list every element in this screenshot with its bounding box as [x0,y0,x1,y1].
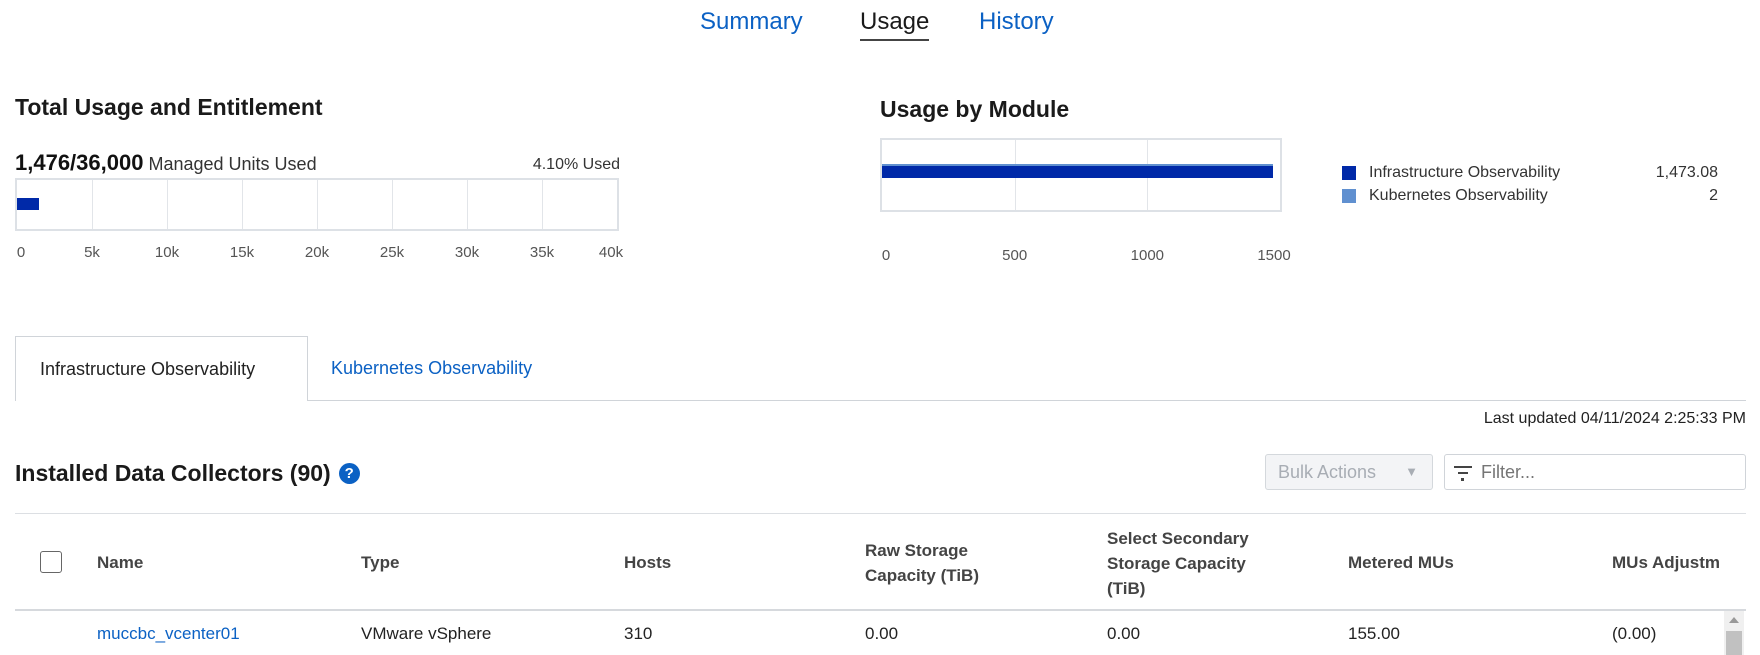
collectors-title: Installed Data Collectors (90) [15,460,331,486]
total-tick-label: 10k [154,244,180,261]
filter-box[interactable] [1444,454,1746,490]
collectors-header: Installed Data Collectors (90) ? [15,460,360,487]
module-tick-label: 0 [881,247,891,264]
scrollbar[interactable] [1724,611,1744,655]
total-tick-label: 5k [84,244,100,261]
total-tick-label: 0 [16,244,26,261]
col-hosts[interactable]: Hosts [624,553,672,572]
legend-label-infrastructure: Infrastructure Observability [1369,164,1561,181]
total-usage-chart [15,178,619,231]
col-secondary-storage[interactable]: Select Secondary Storage Capacity (TiB) [1107,529,1249,598]
legend-label-kubernetes: Kubernetes Observability [1369,187,1548,204]
tab-kubernetes-observability[interactable]: Kubernetes Observability [331,358,533,378]
cell-hosts: 310 [624,624,653,643]
bulk-actions-label: Bulk Actions [1278,462,1377,482]
total-tick-label: 40k [598,244,624,261]
total-tick-label: 30k [454,244,480,261]
scroll-up-icon[interactable] [1729,617,1739,623]
legend-value-infrastructure: 1,473.08 [1655,164,1718,181]
total-tick-label: 25k [379,244,405,261]
cell-type: VMware vSphere [361,624,492,643]
tab-history[interactable]: History [979,8,1054,35]
collector-name-link[interactable]: muccbc_vcenter01 [97,624,240,643]
tabs-divider [15,400,1746,401]
percent-used: 4.10% Used [532,156,620,173]
total-usage-title: Total Usage and Entitlement [15,94,323,120]
bulk-actions-button[interactable]: Bulk Actions ▼ [1265,454,1433,490]
module-bar-infrastructure [882,166,1273,178]
col-raw-storage[interactable]: Raw Storage Capacity (TiB) [865,541,979,585]
total-gridline [467,180,468,229]
module-tick-label: 1000 [1130,247,1165,264]
total-tick-label: 15k [229,244,255,261]
table-top-divider [15,513,1746,514]
cell-metered-mus: 155.00 [1348,624,1400,643]
caret-down-icon: ▼ [1405,464,1418,479]
module-tick-label: 500 [1002,247,1028,264]
total-gridline [317,180,318,229]
usage-by-module-chart [880,138,1282,212]
legend-value-kubernetes: 2 [1709,187,1718,204]
legend-swatch-kubernetes [1342,189,1356,203]
col-name[interactable]: Name [97,553,144,572]
help-icon[interactable]: ? [338,463,360,484]
total-usage-bar [17,198,40,210]
used-value: 1,476/36,000 [15,150,144,175]
table-header-divider [15,609,1746,611]
last-updated: Last updated 04/11/2024 2:25:33 PM [1483,410,1746,427]
tab-summary[interactable]: Summary [700,8,803,35]
total-gridline [392,180,393,229]
legend-swatch-infrastructure [1342,166,1356,180]
used-label: Managed Units Used [148,154,317,174]
usage-by-module-title: Usage by Module [880,96,1070,122]
total-gridline [542,180,543,229]
filter-input[interactable] [1481,459,1736,485]
cell-mus-adjustment: (0.00) [1612,624,1657,643]
tab-usage[interactable]: Usage [860,8,930,41]
select-all-checkbox[interactable] [40,551,62,573]
used-summary: 1,476/36,000 Managed Units Used [15,150,317,176]
col-metered-mus[interactable]: Metered MUs [1348,553,1454,572]
module-tick-label: 1500 [1257,247,1291,264]
total-gridline [167,180,168,229]
col-mus-adjustment[interactable]: MUs Adjustmen [1612,553,1720,572]
cell-secondary-storage: 0.00 [1107,624,1141,643]
total-gridline [92,180,93,229]
total-gridline [242,180,243,229]
module-bar-kubernetes [882,164,1274,166]
filter-icon [1454,466,1472,481]
total-tick-label: 20k [304,244,330,261]
tab-infrastructure-observability[interactable]: Infrastructure Observability [15,336,308,401]
total-tick-label: 35k [529,244,555,261]
cell-raw-storage: 0.00 [865,624,899,643]
col-type[interactable]: Type [361,553,400,572]
scrollbar-thumb[interactable] [1726,631,1742,655]
